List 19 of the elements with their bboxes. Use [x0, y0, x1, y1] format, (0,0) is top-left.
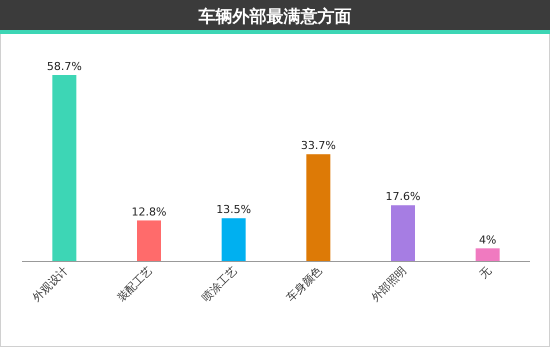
data-label: 13.5% [216, 203, 252, 216]
bar [391, 205, 415, 261]
x-tick-label: 无 [476, 264, 494, 281]
bar [222, 218, 246, 261]
bar [476, 248, 500, 261]
data-label: 4% [478, 233, 496, 246]
bar [137, 220, 161, 261]
x-tick-label: 车身颜色 [284, 264, 324, 304]
bar [52, 75, 76, 261]
bar [306, 154, 330, 261]
chart-title: 车辆外部最满意方面 [198, 7, 352, 27]
data-label: 58.7% [46, 60, 82, 73]
x-tick-label: 喷涂工艺 [199, 264, 240, 304]
data-label: 17.6% [386, 190, 420, 204]
data-label: 33.7% [300, 139, 336, 152]
data-label: 12.8% [132, 205, 166, 218]
x-tick-label: 外观设计 [30, 264, 70, 304]
x-tick-label: 装配工艺 [114, 264, 156, 304]
x-tick-label: 外部照明 [368, 264, 410, 304]
